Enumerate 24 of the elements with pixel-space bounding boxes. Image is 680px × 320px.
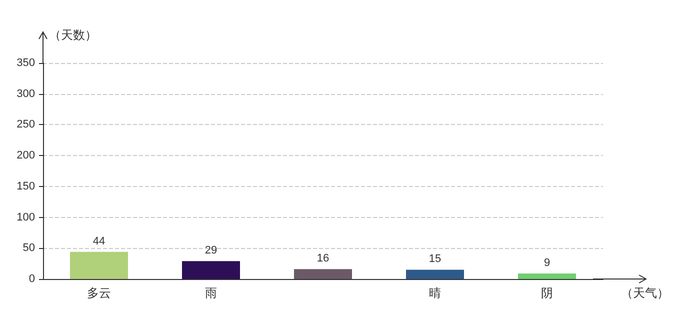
data-label: 29 (204, 244, 218, 257)
data-label: 44 (92, 235, 106, 248)
x-tick-label: 阴 (541, 286, 553, 300)
y-tick-label: 350 (16, 57, 35, 69)
y-tick-label: 50 (22, 242, 35, 254)
bar (294, 269, 352, 279)
x-axis-title: （天气） (621, 286, 669, 300)
y-tick-label: 100 (16, 211, 35, 224)
y-axis-title: （天数） (49, 28, 97, 42)
y-tick-label: 250 (16, 118, 35, 131)
x-tick-label: 晴 (429, 286, 441, 300)
bar (182, 261, 240, 279)
bar (70, 252, 128, 279)
x-tick-label: 多云 (87, 286, 111, 300)
y-tick-label: 200 (16, 150, 35, 162)
y-tick-label: 150 (16, 180, 35, 192)
y-tick-label: 300 (16, 88, 35, 100)
x-tick-label: 雨 (205, 286, 217, 300)
data-label: 15 (428, 253, 442, 266)
y-tick-label: 0 (28, 273, 35, 285)
data-label: 16 (316, 252, 330, 265)
data-label: 9 (544, 256, 550, 269)
bar (406, 270, 464, 279)
bar (518, 273, 576, 279)
